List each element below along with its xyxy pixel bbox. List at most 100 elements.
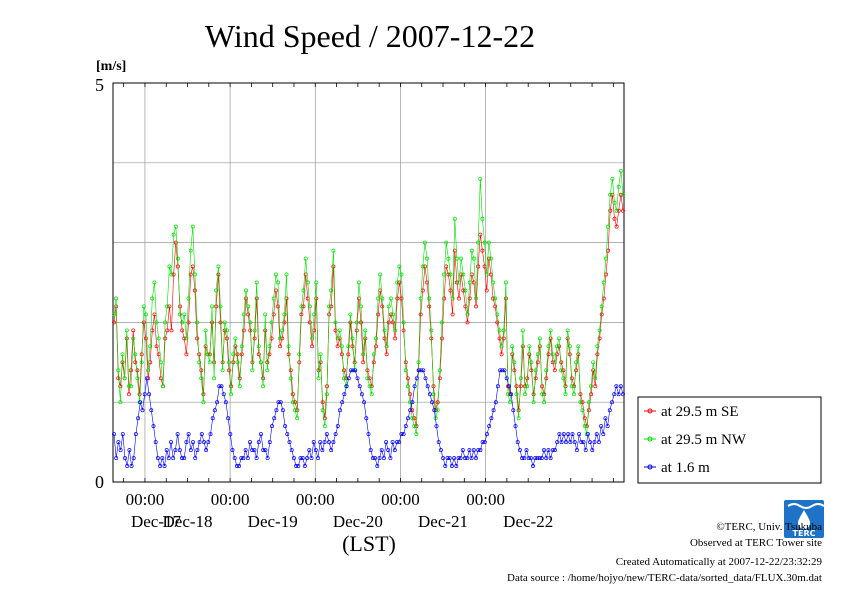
data-point [569, 384, 574, 389]
data-point [467, 296, 472, 301]
data-point [377, 456, 382, 461]
data-point [557, 432, 562, 437]
data-point [348, 368, 353, 373]
data-point [261, 384, 266, 389]
data-point [520, 344, 525, 349]
data-point [504, 376, 509, 381]
observed-text: Observed at TERC Tower site [689, 537, 822, 549]
data-point [267, 352, 272, 357]
data-point [151, 424, 156, 429]
data-point [574, 368, 579, 373]
data-point [384, 440, 389, 445]
data-point [273, 272, 278, 277]
data-point [390, 440, 395, 445]
data-point [314, 296, 319, 301]
data-point [397, 280, 402, 285]
data-point [286, 352, 291, 357]
data-point [412, 424, 417, 429]
data-point [165, 328, 170, 333]
grid [113, 83, 624, 482]
data-point [293, 408, 297, 413]
data-point [546, 352, 551, 357]
data-point [599, 312, 604, 317]
data-point [410, 408, 415, 413]
data-point [162, 464, 167, 468]
data-point [574, 448, 579, 453]
data-point [450, 296, 455, 301]
data-point [233, 336, 238, 341]
data-point [231, 360, 236, 365]
data-point [616, 184, 621, 189]
data-point [282, 320, 287, 325]
data-point [448, 272, 453, 277]
data-point [184, 352, 189, 357]
data-point [376, 312, 381, 317]
data-point [485, 432, 489, 437]
data-point [359, 392, 364, 397]
data-point [548, 456, 553, 461]
data-point [129, 464, 134, 468]
data-point [561, 376, 566, 381]
data-point [344, 384, 349, 389]
data-point [595, 344, 600, 349]
data-point [294, 464, 299, 468]
data-point [419, 368, 424, 373]
data-point [346, 352, 351, 357]
data-point [234, 464, 239, 468]
data-point [590, 448, 595, 453]
data-point [272, 416, 277, 421]
data-point [584, 424, 589, 429]
data-point [425, 384, 430, 389]
data-point [506, 384, 511, 389]
data-point [180, 328, 185, 333]
data-point [460, 448, 465, 453]
data-point [525, 376, 530, 381]
data-point [114, 456, 119, 461]
data-point [591, 368, 596, 373]
data-point [280, 408, 285, 413]
data-point [476, 240, 481, 245]
data-point [327, 304, 332, 309]
data-point [116, 376, 121, 381]
data-point [252, 328, 257, 333]
data-point [171, 456, 176, 461]
data-point [576, 344, 581, 349]
series-group [112, 168, 625, 468]
data-point [259, 432, 263, 437]
data-point [572, 384, 576, 389]
data-point [386, 304, 391, 309]
data-point [469, 456, 474, 461]
data-point [243, 448, 248, 453]
data-point [405, 376, 410, 381]
data-point [476, 264, 481, 269]
data-point [516, 408, 521, 413]
data-point [186, 320, 191, 325]
data-point [363, 328, 368, 333]
x-axis-label: (LST) [342, 531, 396, 556]
data-point [199, 376, 204, 381]
data-point [531, 464, 535, 468]
data-point [537, 456, 542, 461]
legend-item-se: at 29.5 m SE [644, 404, 739, 420]
data-point [427, 304, 432, 309]
data-point [431, 392, 436, 397]
data-point [527, 344, 532, 349]
data-point [499, 344, 504, 349]
data-point [180, 456, 184, 461]
data-point [261, 448, 266, 453]
data-point [501, 336, 506, 341]
data-point [442, 296, 447, 301]
data-point [122, 376, 127, 381]
data-point [173, 224, 178, 229]
data-point [118, 400, 123, 405]
data-point [367, 376, 372, 381]
data-point [580, 400, 585, 405]
data-point [329, 448, 334, 453]
data-point [267, 440, 272, 445]
data-point [388, 296, 393, 301]
data-point [568, 440, 573, 445]
data-point [212, 408, 217, 413]
data-point [552, 360, 557, 365]
data-point [220, 368, 225, 373]
data-point [216, 272, 221, 277]
